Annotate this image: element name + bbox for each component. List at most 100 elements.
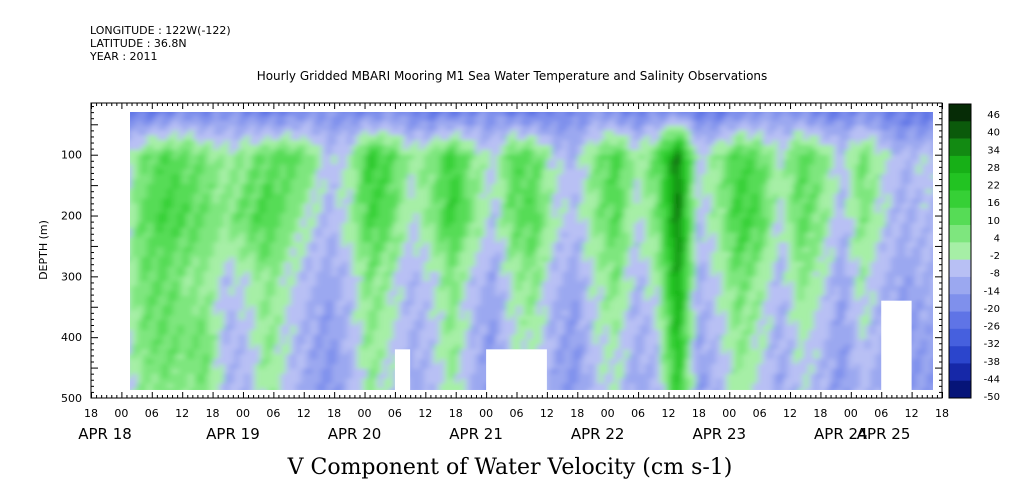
heat-cell bbox=[500, 120, 507, 127]
heat-cell bbox=[506, 325, 512, 331]
heat-cell bbox=[347, 193, 353, 200]
heat-cell bbox=[388, 112, 394, 117]
heat-cell bbox=[306, 218, 312, 224]
heat-cell bbox=[172, 325, 179, 331]
heat-cell bbox=[259, 315, 266, 321]
heat-cell bbox=[131, 310, 138, 316]
heat-cell bbox=[270, 261, 276, 268]
heat-cell bbox=[218, 135, 225, 141]
heat-cell bbox=[218, 208, 225, 214]
heat-cell bbox=[172, 266, 179, 273]
heat-cell bbox=[172, 373, 179, 380]
heat-cell bbox=[280, 300, 287, 307]
heat-cell bbox=[162, 106, 168, 112]
heat-cell bbox=[449, 261, 456, 268]
heat-cell bbox=[521, 247, 528, 253]
heat-cell bbox=[285, 256, 292, 263]
heat-cell bbox=[542, 222, 548, 229]
heat-cell bbox=[198, 232, 204, 239]
heat-cell bbox=[229, 112, 235, 117]
heat-cell bbox=[470, 300, 476, 307]
heat-cell bbox=[290, 183, 297, 190]
heat-cell bbox=[316, 271, 322, 277]
heat-cell bbox=[372, 305, 379, 311]
heat-cell bbox=[218, 373, 225, 380]
heat-cell bbox=[306, 349, 312, 355]
heat-cell bbox=[439, 290, 446, 297]
heat-cell bbox=[182, 218, 189, 224]
heat-cell bbox=[239, 271, 246, 277]
heat-cell bbox=[547, 183, 553, 190]
heat-cell bbox=[347, 315, 353, 321]
heat-cell bbox=[367, 256, 374, 263]
heat-cell bbox=[290, 315, 297, 321]
heat-cell bbox=[259, 164, 266, 170]
heat-cell bbox=[536, 213, 543, 219]
heat-cell bbox=[413, 310, 420, 316]
heat-cell bbox=[203, 388, 210, 390]
heat-cell bbox=[434, 388, 440, 390]
heat-cell bbox=[506, 320, 512, 326]
heat-cell bbox=[198, 378, 204, 384]
heat-cell bbox=[383, 310, 389, 316]
heat-cell bbox=[147, 130, 153, 136]
heat-cell bbox=[465, 281, 471, 287]
heat-cell bbox=[341, 198, 348, 204]
heat-cell bbox=[449, 169, 456, 175]
heat-cell bbox=[465, 271, 471, 277]
heat-cell bbox=[465, 183, 471, 190]
heat-cell bbox=[121, 203, 127, 209]
heat-cell bbox=[521, 300, 528, 307]
heat-cell bbox=[177, 149, 184, 156]
heat-cell bbox=[157, 125, 163, 131]
heat-cell bbox=[265, 373, 271, 380]
heat-cell bbox=[198, 310, 204, 316]
heat-cell bbox=[275, 154, 281, 161]
heat-cell bbox=[454, 159, 461, 166]
heat-cell bbox=[321, 154, 328, 161]
heat-cell bbox=[295, 344, 302, 350]
heat-cell bbox=[424, 295, 430, 302]
heat-cell bbox=[326, 149, 333, 156]
heat-cell bbox=[306, 120, 312, 127]
heat-cell bbox=[388, 213, 394, 219]
heat-cell bbox=[182, 164, 189, 170]
heat-cell bbox=[167, 354, 174, 360]
heat-cell bbox=[480, 140, 487, 146]
heat-cell bbox=[316, 276, 322, 282]
heat-cell bbox=[300, 290, 307, 297]
heat-cell bbox=[439, 227, 446, 234]
heat-cell bbox=[531, 310, 538, 316]
heat-cell bbox=[465, 368, 471, 375]
heat-cell bbox=[213, 388, 220, 390]
heat-cell bbox=[377, 164, 384, 170]
heat-cell bbox=[450, 106, 456, 112]
heat-cell bbox=[398, 329, 404, 336]
heat-cell bbox=[280, 252, 287, 258]
heat-cell bbox=[521, 213, 528, 219]
heat-cell bbox=[459, 305, 466, 311]
heat-cell bbox=[311, 218, 317, 224]
heat-cell bbox=[408, 286, 415, 292]
heat-cell bbox=[547, 198, 553, 204]
heat-cell bbox=[234, 115, 240, 122]
heat-cell bbox=[341, 295, 348, 302]
heat-cell bbox=[377, 203, 384, 209]
heat-cell bbox=[542, 334, 548, 341]
heat-cell bbox=[316, 169, 322, 175]
heat-cell bbox=[500, 310, 507, 316]
heat-cell bbox=[475, 339, 481, 346]
heat-cell bbox=[388, 359, 394, 365]
heat-cell bbox=[285, 115, 292, 122]
heat-cell bbox=[213, 208, 220, 214]
heat-cell bbox=[418, 237, 425, 243]
heat-cell bbox=[475, 154, 481, 161]
heat-cell bbox=[290, 154, 297, 161]
heat-cell bbox=[136, 320, 143, 326]
heat-cell bbox=[290, 140, 297, 146]
heat-cell bbox=[506, 266, 512, 273]
heat-cell bbox=[316, 252, 322, 258]
heat-cell bbox=[208, 174, 215, 180]
heat-cell bbox=[285, 193, 292, 200]
heat-cell bbox=[470, 378, 476, 384]
